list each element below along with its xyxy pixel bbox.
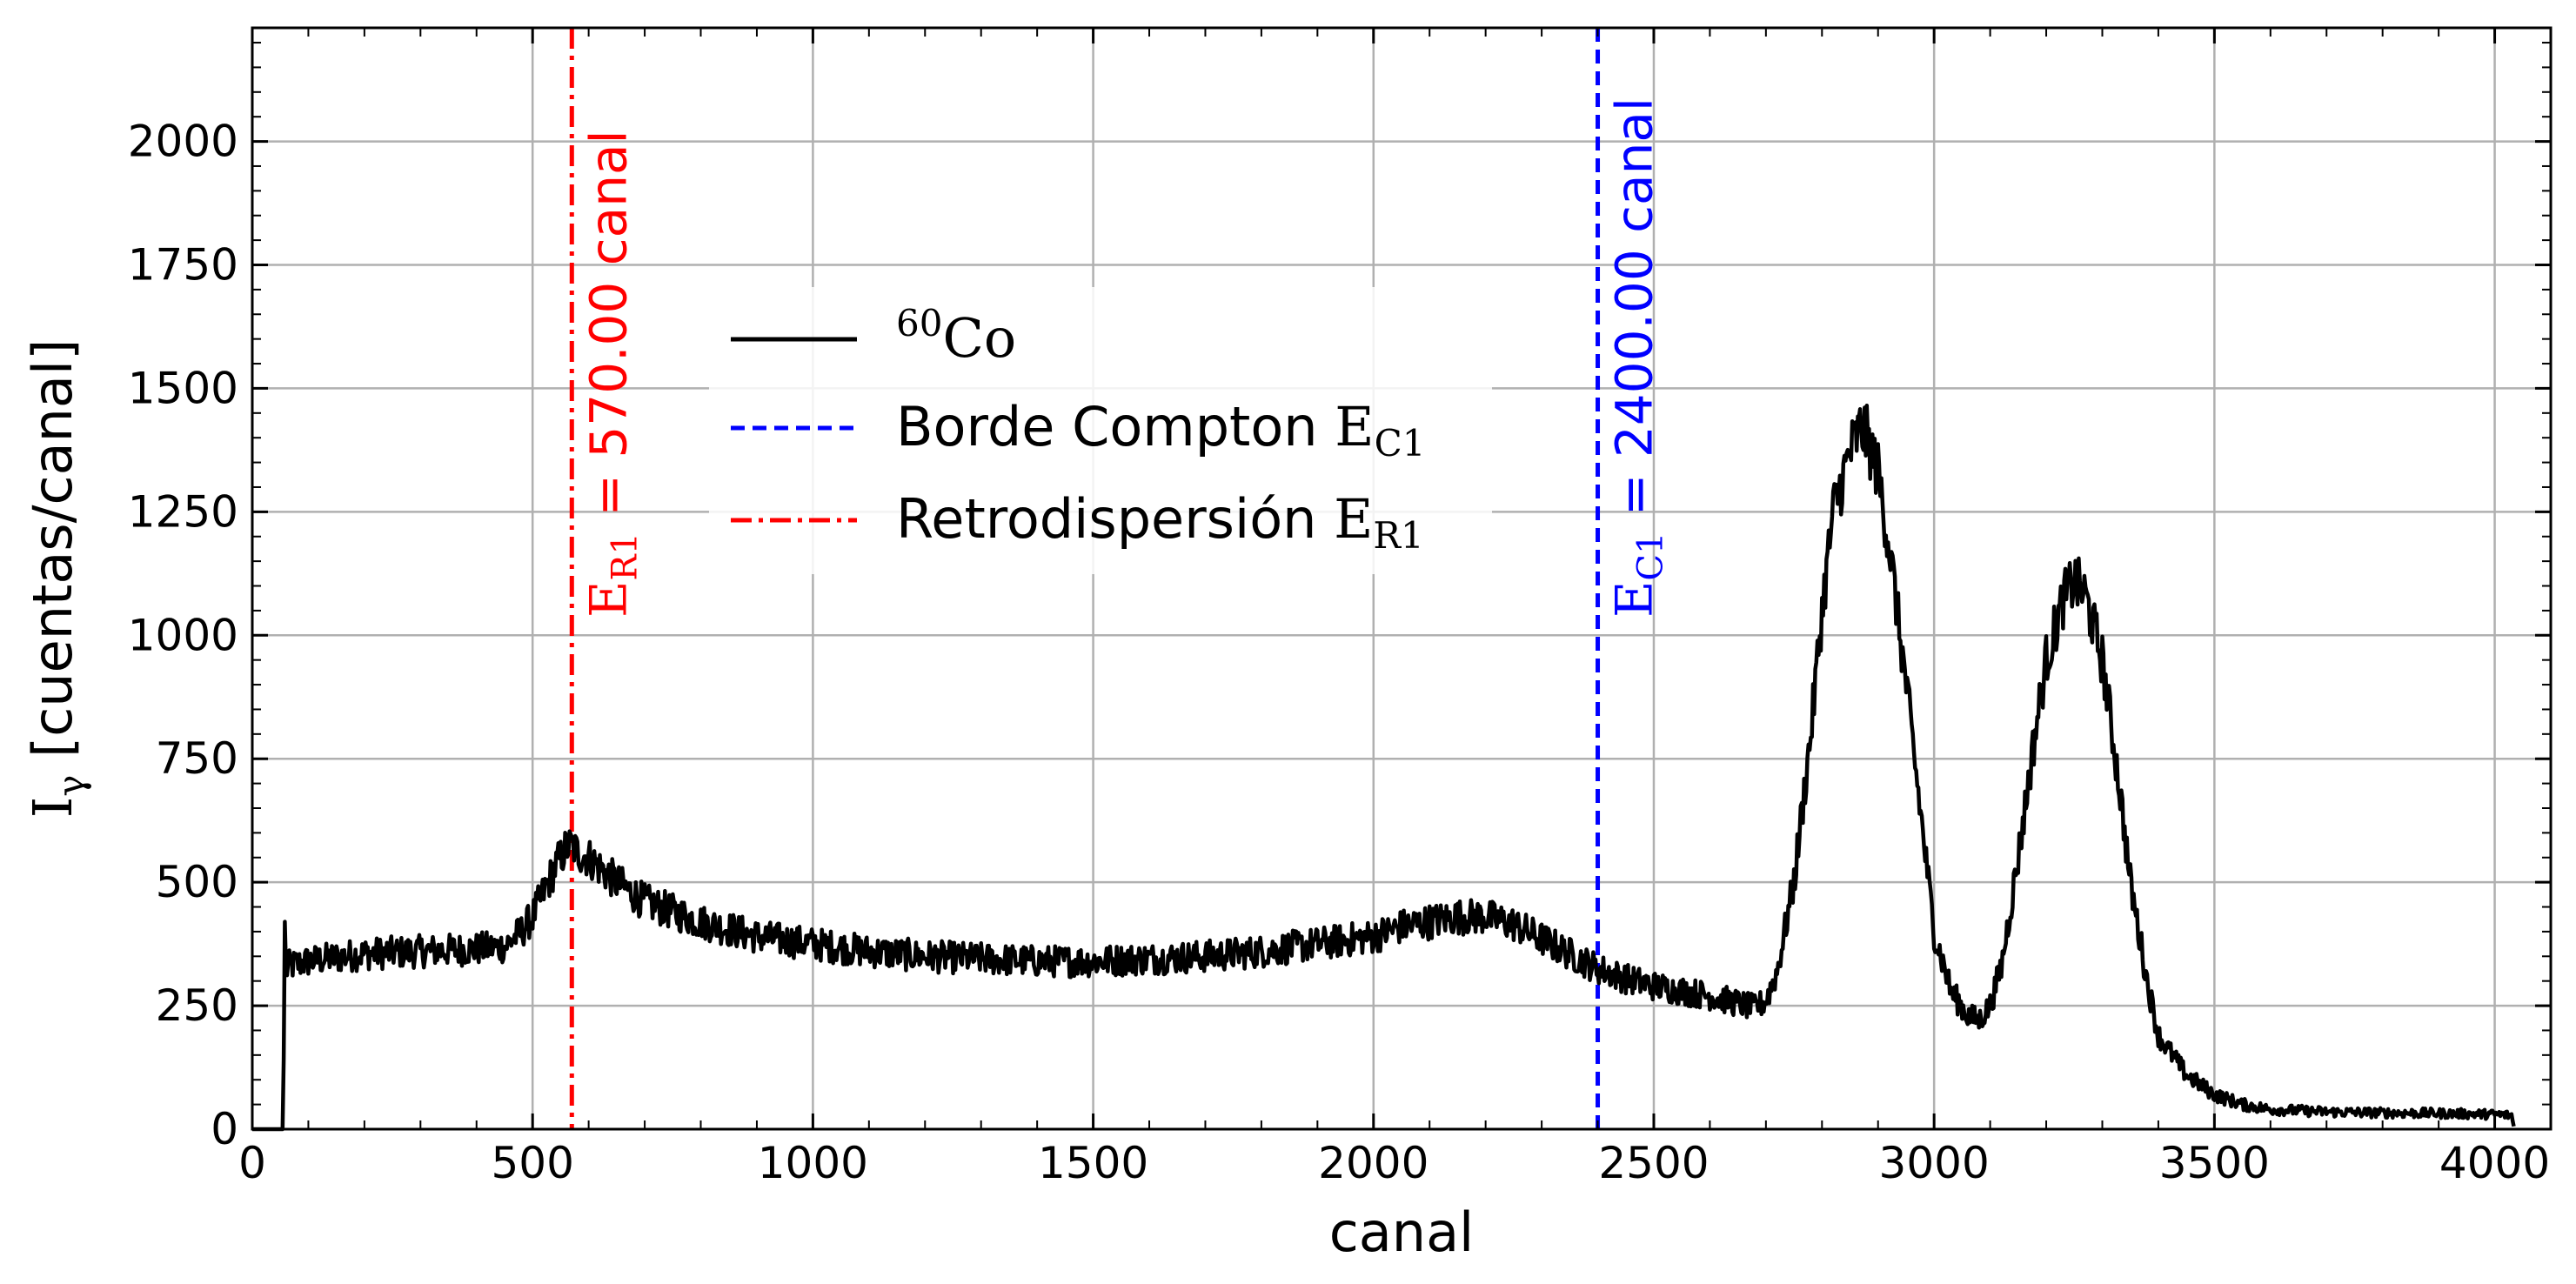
legend-label-compton: Borde Compton EC1 [896, 395, 1425, 465]
x-tick-label: 3000 [1879, 1138, 1990, 1188]
reference-lines [569, 28, 1601, 1129]
series-layer [251, 403, 2516, 1132]
x-axis-title: canal [1329, 1200, 1475, 1264]
x-tick-label: 2500 [1598, 1138, 1709, 1188]
legend-series-sup: 60 [896, 302, 942, 344]
legend: 60Co Borde Compton EC1 Retrodispersión E… [709, 287, 1492, 574]
y-tick-label: 2000 [128, 117, 238, 167]
legend-retro-text: Retrodispersión [896, 487, 1334, 551]
x-tick-label: 500 [491, 1138, 573, 1188]
vline-annotation: EC1 = 2400.00 canal [1605, 97, 1671, 618]
y-axis-title-rest: [cuentas/canal] [21, 339, 84, 775]
y-tick-label: 500 [156, 857, 238, 907]
y-axis-title: Iγ [cuentas/canal] [21, 339, 92, 819]
series-line-co60 [251, 403, 2516, 1132]
x-tick-label: 4000 [2439, 1138, 2550, 1188]
plot-frame [251, 26, 2553, 1131]
legend-series-main: Co [942, 306, 1016, 370]
y-axis-title-sub: γ [50, 775, 92, 797]
vline-annotation-sub: C1 [1631, 532, 1671, 581]
y-tick-label: 1750 [128, 240, 238, 291]
x-tick-label: 1500 [1038, 1138, 1148, 1188]
legend-compton-text: Borde Compton [896, 395, 1335, 458]
legend-retro-math: E [1334, 487, 1373, 551]
legend-retro-sub: R1 [1373, 514, 1423, 557]
x-tick-label: 1000 [758, 1138, 868, 1188]
tick-labels: 0 500 1000 1500 2000 2500 3000 3500 4000 0 250 500 7… [128, 117, 2550, 1188]
vline-annotation-math: E [1605, 581, 1664, 618]
y-tick-label: 1000 [128, 610, 238, 660]
vline-annotation-value: = 570.00 canal [579, 130, 638, 532]
y-tick-label: 1250 [128, 486, 238, 537]
legend-label-series: 60Co [896, 302, 1016, 370]
y-tick-label: 0 [211, 1104, 238, 1154]
vline-annotation-value: = 2400.00 canal [1605, 97, 1664, 532]
vline-annotation-sub: R1 [605, 532, 645, 581]
legend-compton-math: E [1335, 395, 1374, 458]
legend-compton-sub: C1 [1375, 422, 1426, 465]
x-tick-label: 3500 [2159, 1138, 2270, 1188]
legend-background [709, 287, 1492, 574]
x-tick-label: 0 [238, 1138, 266, 1188]
y-tick-label: 1500 [128, 363, 238, 413]
vline-annotation-math: E [579, 581, 638, 618]
y-axis-title-main: I [21, 797, 84, 819]
ticks [251, 28, 2551, 1131]
vline-annotation: ER1 = 570.00 canal [579, 130, 645, 618]
x-tick-label: 2000 [1318, 1138, 1429, 1188]
legend-label-retro: Retrodispersión ER1 [896, 487, 1424, 557]
y-tick-label: 750 [156, 733, 238, 784]
y-tick-label: 250 [156, 980, 238, 1031]
